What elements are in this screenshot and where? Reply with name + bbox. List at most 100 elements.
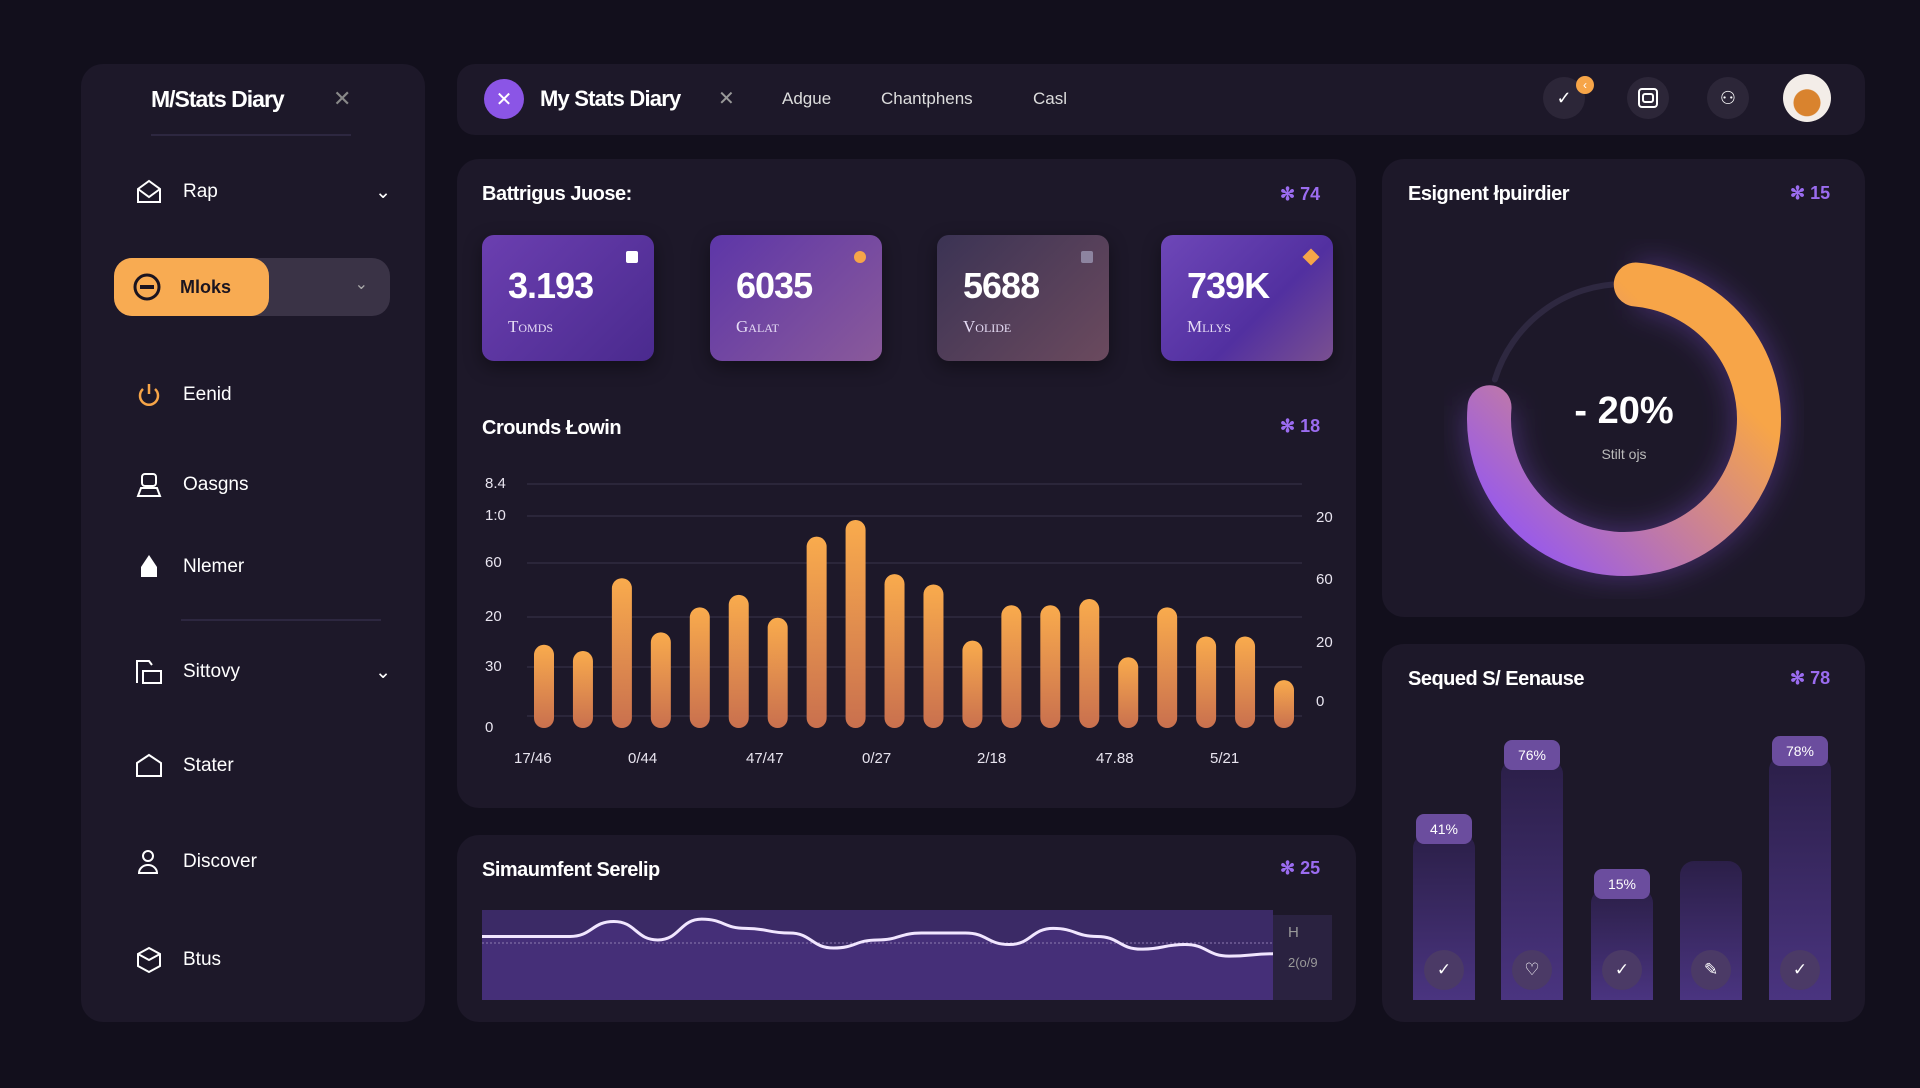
donut-value: - 20% xyxy=(1574,390,1674,432)
bar[interactable] xyxy=(1118,657,1139,728)
tab-chantphens[interactable]: Chantphens xyxy=(881,89,973,108)
bar[interactable] xyxy=(534,644,554,728)
bar[interactable] xyxy=(767,617,788,728)
series-line xyxy=(482,917,1273,958)
bar-chart-badge: ✻ 18 xyxy=(1280,416,1321,436)
stat-card-tomds[interactable]: 3.193 Tomds xyxy=(482,235,654,361)
sidebar-item-nlemer[interactable]: Nlemer xyxy=(131,542,431,592)
camera-icon[interactable] xyxy=(1627,77,1669,119)
stat-label: Galat xyxy=(736,317,779,336)
bar[interactable] xyxy=(962,640,983,728)
sidebar-item-label: Btus xyxy=(183,949,222,970)
y-tick-right: 60 xyxy=(1316,571,1333,588)
x-tick: 47.88 xyxy=(1096,750,1134,767)
stat-card-volide[interactable]: 5688 Volide xyxy=(937,235,1109,361)
sequence-label: 78% xyxy=(1772,736,1828,767)
sidebar-item-mloks[interactable]: Mloks ⌄ xyxy=(114,258,390,316)
chevron-down-icon[interactable]: ⌄ xyxy=(375,181,391,203)
x-tick: 17/46 xyxy=(514,750,552,767)
sidebar-item-rap[interactable]: Rap ⌄ xyxy=(131,167,431,217)
sidebar-item-oasgns[interactable]: Oasgns xyxy=(131,460,431,510)
wave-side-value: 2(o/9 xyxy=(1288,955,1318,970)
bar[interactable] xyxy=(611,578,632,728)
sequence-label: 41% xyxy=(1416,813,1472,844)
y-tick-left: 20 xyxy=(485,608,502,625)
sidebar-item-label: Mloks xyxy=(180,276,232,297)
avatar[interactable] xyxy=(1783,74,1831,122)
sequence-title: Sequed S/ Eenause xyxy=(1408,668,1585,690)
sidebar-item-label: Discover xyxy=(183,851,257,872)
bar[interactable] xyxy=(923,584,944,728)
bar[interactable] xyxy=(650,632,671,728)
app-title: My Stats Diary xyxy=(540,86,681,111)
stat-label: Volide xyxy=(963,317,1012,336)
chevron-down-icon[interactable]: ⌄ xyxy=(375,661,391,683)
sequence-badge: ✻ 78 xyxy=(1790,668,1831,688)
stat-card-galat[interactable]: 6035 Galat xyxy=(710,235,882,361)
tab-casl[interactable]: Casl xyxy=(1033,89,1068,108)
wave-badge: ✻ 25 xyxy=(1280,858,1321,878)
image-icon xyxy=(1081,251,1093,263)
box-icon xyxy=(131,942,167,978)
sidebar-item-eenid[interactable]: Eenid xyxy=(131,370,431,420)
bar-chart xyxy=(527,483,1302,728)
wave-title: Simaumfent Serelip xyxy=(482,859,660,881)
stat-value: 5688 xyxy=(963,265,1040,306)
bar[interactable] xyxy=(689,607,710,728)
close-tab-button[interactable]: ✕ xyxy=(484,79,524,119)
y-tick-left: 8.4 xyxy=(485,475,506,492)
sequence-label: 76% xyxy=(1504,740,1560,771)
check-icon[interactable]: ✓ xyxy=(1424,950,1464,990)
stat-card-mllys[interactable]: 739K Mllys xyxy=(1161,235,1333,361)
tab-adgue[interactable]: Adgue xyxy=(782,89,832,108)
donut-chart xyxy=(1464,259,1784,579)
bar[interactable] xyxy=(1079,599,1100,728)
bar[interactable] xyxy=(845,520,866,728)
sidebar-item-stater[interactable]: Stater xyxy=(131,741,431,791)
stat-value: 739K xyxy=(1187,265,1270,306)
y-tick-left: 0 xyxy=(485,719,494,736)
bar[interactable] xyxy=(1001,605,1022,728)
divider xyxy=(151,134,351,136)
notification-badge: ‹ xyxy=(1576,76,1594,94)
y-tick-left: 1:0 xyxy=(485,507,506,524)
chevron-down-icon[interactable]: ⌄ xyxy=(354,276,368,293)
bar[interactable] xyxy=(728,594,749,728)
x-tick: 0/27 xyxy=(862,750,892,767)
stat-value: 3.193 xyxy=(508,265,594,306)
bar[interactable] xyxy=(1157,607,1178,728)
bar[interactable] xyxy=(884,574,905,728)
check-icon[interactable]: ✓ xyxy=(1780,950,1820,990)
check-icon[interactable]: ✓ xyxy=(1602,950,1642,990)
y-tick-left: 60 xyxy=(485,554,502,571)
bar[interactable] xyxy=(1235,636,1256,728)
x-tick: 0/44 xyxy=(628,750,658,767)
bar[interactable] xyxy=(1040,605,1061,728)
power-icon xyxy=(131,377,167,413)
person-network-icon[interactable]: ⚇ xyxy=(1707,77,1749,119)
sidebar-item-label: Rap xyxy=(183,181,218,202)
bar[interactable] xyxy=(572,651,593,728)
sidebar-item-discover[interactable]: Discover xyxy=(131,837,431,887)
bar[interactable] xyxy=(1274,680,1294,728)
bar[interactable] xyxy=(806,536,827,728)
bar-chart-title: Crounds Łowin xyxy=(482,417,622,439)
sidebar-item-btus[interactable]: Btus xyxy=(131,935,431,985)
close-icon[interactable]: ✕ xyxy=(333,86,352,111)
user-icon xyxy=(131,467,167,503)
active-item[interactable]: Mloks xyxy=(114,258,269,316)
close-icon[interactable]: ✕ xyxy=(718,88,735,110)
bell-icon xyxy=(131,549,167,585)
y-tick-right: 20 xyxy=(1316,634,1333,651)
x-tick: 2/18 xyxy=(977,750,1007,767)
sidebar-item-label: Nlemer xyxy=(183,556,245,577)
pen-icon[interactable]: ✎ xyxy=(1691,950,1731,990)
stats-title: Battrigus Juose: xyxy=(482,183,632,205)
donut-label: Stilt ojs xyxy=(1601,446,1647,462)
heart-icon[interactable]: ♡ xyxy=(1512,950,1552,990)
sidebar-item-sittovy[interactable]: Sittovy ⌄ xyxy=(131,647,431,697)
bar[interactable] xyxy=(1196,636,1217,728)
person-icon xyxy=(131,844,167,880)
stat-label: Mllys xyxy=(1187,317,1231,336)
home-icon xyxy=(131,748,167,784)
